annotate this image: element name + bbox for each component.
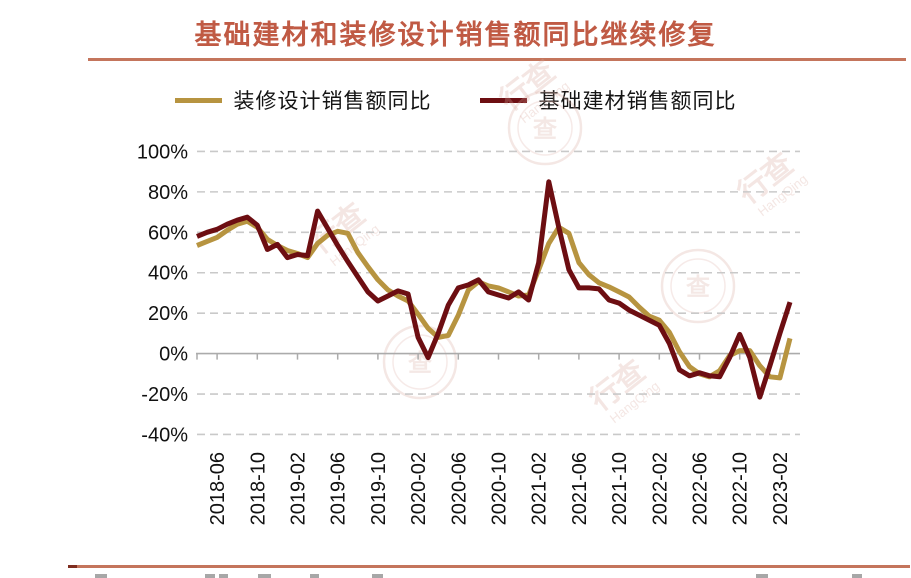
watermark-seal-glyph: 查 <box>686 274 710 301</box>
watermark-seal-glyph: 查 <box>533 116 557 143</box>
watermark-seal-icon <box>507 90 583 166</box>
watermark-seal-icon <box>382 324 458 400</box>
cutoff-text-fragment <box>258 574 271 578</box>
watermark-seal-icon <box>660 248 736 324</box>
x-axis-tick-label: 2022-10 <box>730 452 752 525</box>
y-axis-tick-label: 80% <box>148 182 188 204</box>
cutoff-text-fragment <box>219 574 228 578</box>
y-axis-tick-label: -40% <box>141 424 188 446</box>
x-axis-tick-label: 2021-10 <box>609 452 631 525</box>
legend-label-zhuangxiu: 装修设计销售额同比 <box>233 90 432 113</box>
y-axis-tick-label: 40% <box>148 263 188 285</box>
series-line-jichu <box>196 179 793 400</box>
x-axis-tick-label: 2018-06 <box>207 452 229 525</box>
title-underline-rule <box>88 58 906 61</box>
x-axis-tick-label: 2021-02 <box>529 452 551 525</box>
y-axis-tick-label: 60% <box>148 222 188 244</box>
watermark-seal-icon <box>517 100 573 156</box>
chart-legend: 装修设计销售额同比 基础建材销售额同比 <box>0 85 911 115</box>
x-axis-tick-label: 2019-06 <box>328 452 350 525</box>
x-axis-tick-label: 2019-02 <box>288 452 310 525</box>
legend-swatch-zhuangxiu <box>174 97 222 103</box>
footer-rule <box>68 565 910 568</box>
footer-rule-nub <box>68 565 77 568</box>
cutoff-text-fragment <box>95 574 107 578</box>
cutoff-text-fragment <box>372 574 383 578</box>
y-axis-tick-label: 20% <box>148 303 188 325</box>
x-axis-tick-label: 2018-10 <box>247 452 269 525</box>
x-axis-tick-label: 2023-02 <box>770 452 792 525</box>
legend-swatch-jichu <box>479 97 527 103</box>
x-axis-tick-label: 2020-06 <box>448 452 470 525</box>
y-axis-tick-label: -20% <box>141 384 188 406</box>
x-axis-tick-label: 2020-02 <box>408 452 430 525</box>
x-axis-tick-label: 2019-10 <box>368 452 390 525</box>
x-axis-tick-label: 2020-10 <box>489 452 511 525</box>
legend-label-jichu: 基础建材销售额同比 <box>538 90 737 113</box>
cutoff-text-fragment <box>205 574 215 578</box>
x-axis-tick-label: 2022-06 <box>690 452 712 525</box>
y-axis-tick-label: 100% <box>137 141 188 163</box>
chart-title: 基础建材和装修设计销售额同比继续修复 <box>194 20 717 50</box>
cutoff-text-fragment <box>756 574 768 578</box>
cutoff-text-fragment <box>310 574 319 578</box>
x-axis-tick-label: 2022-02 <box>649 452 671 525</box>
cutoff-text-fragment <box>852 574 862 578</box>
y-axis-tick-label: 0% <box>159 344 188 366</box>
x-axis-tick-label: 2021-06 <box>569 452 591 525</box>
